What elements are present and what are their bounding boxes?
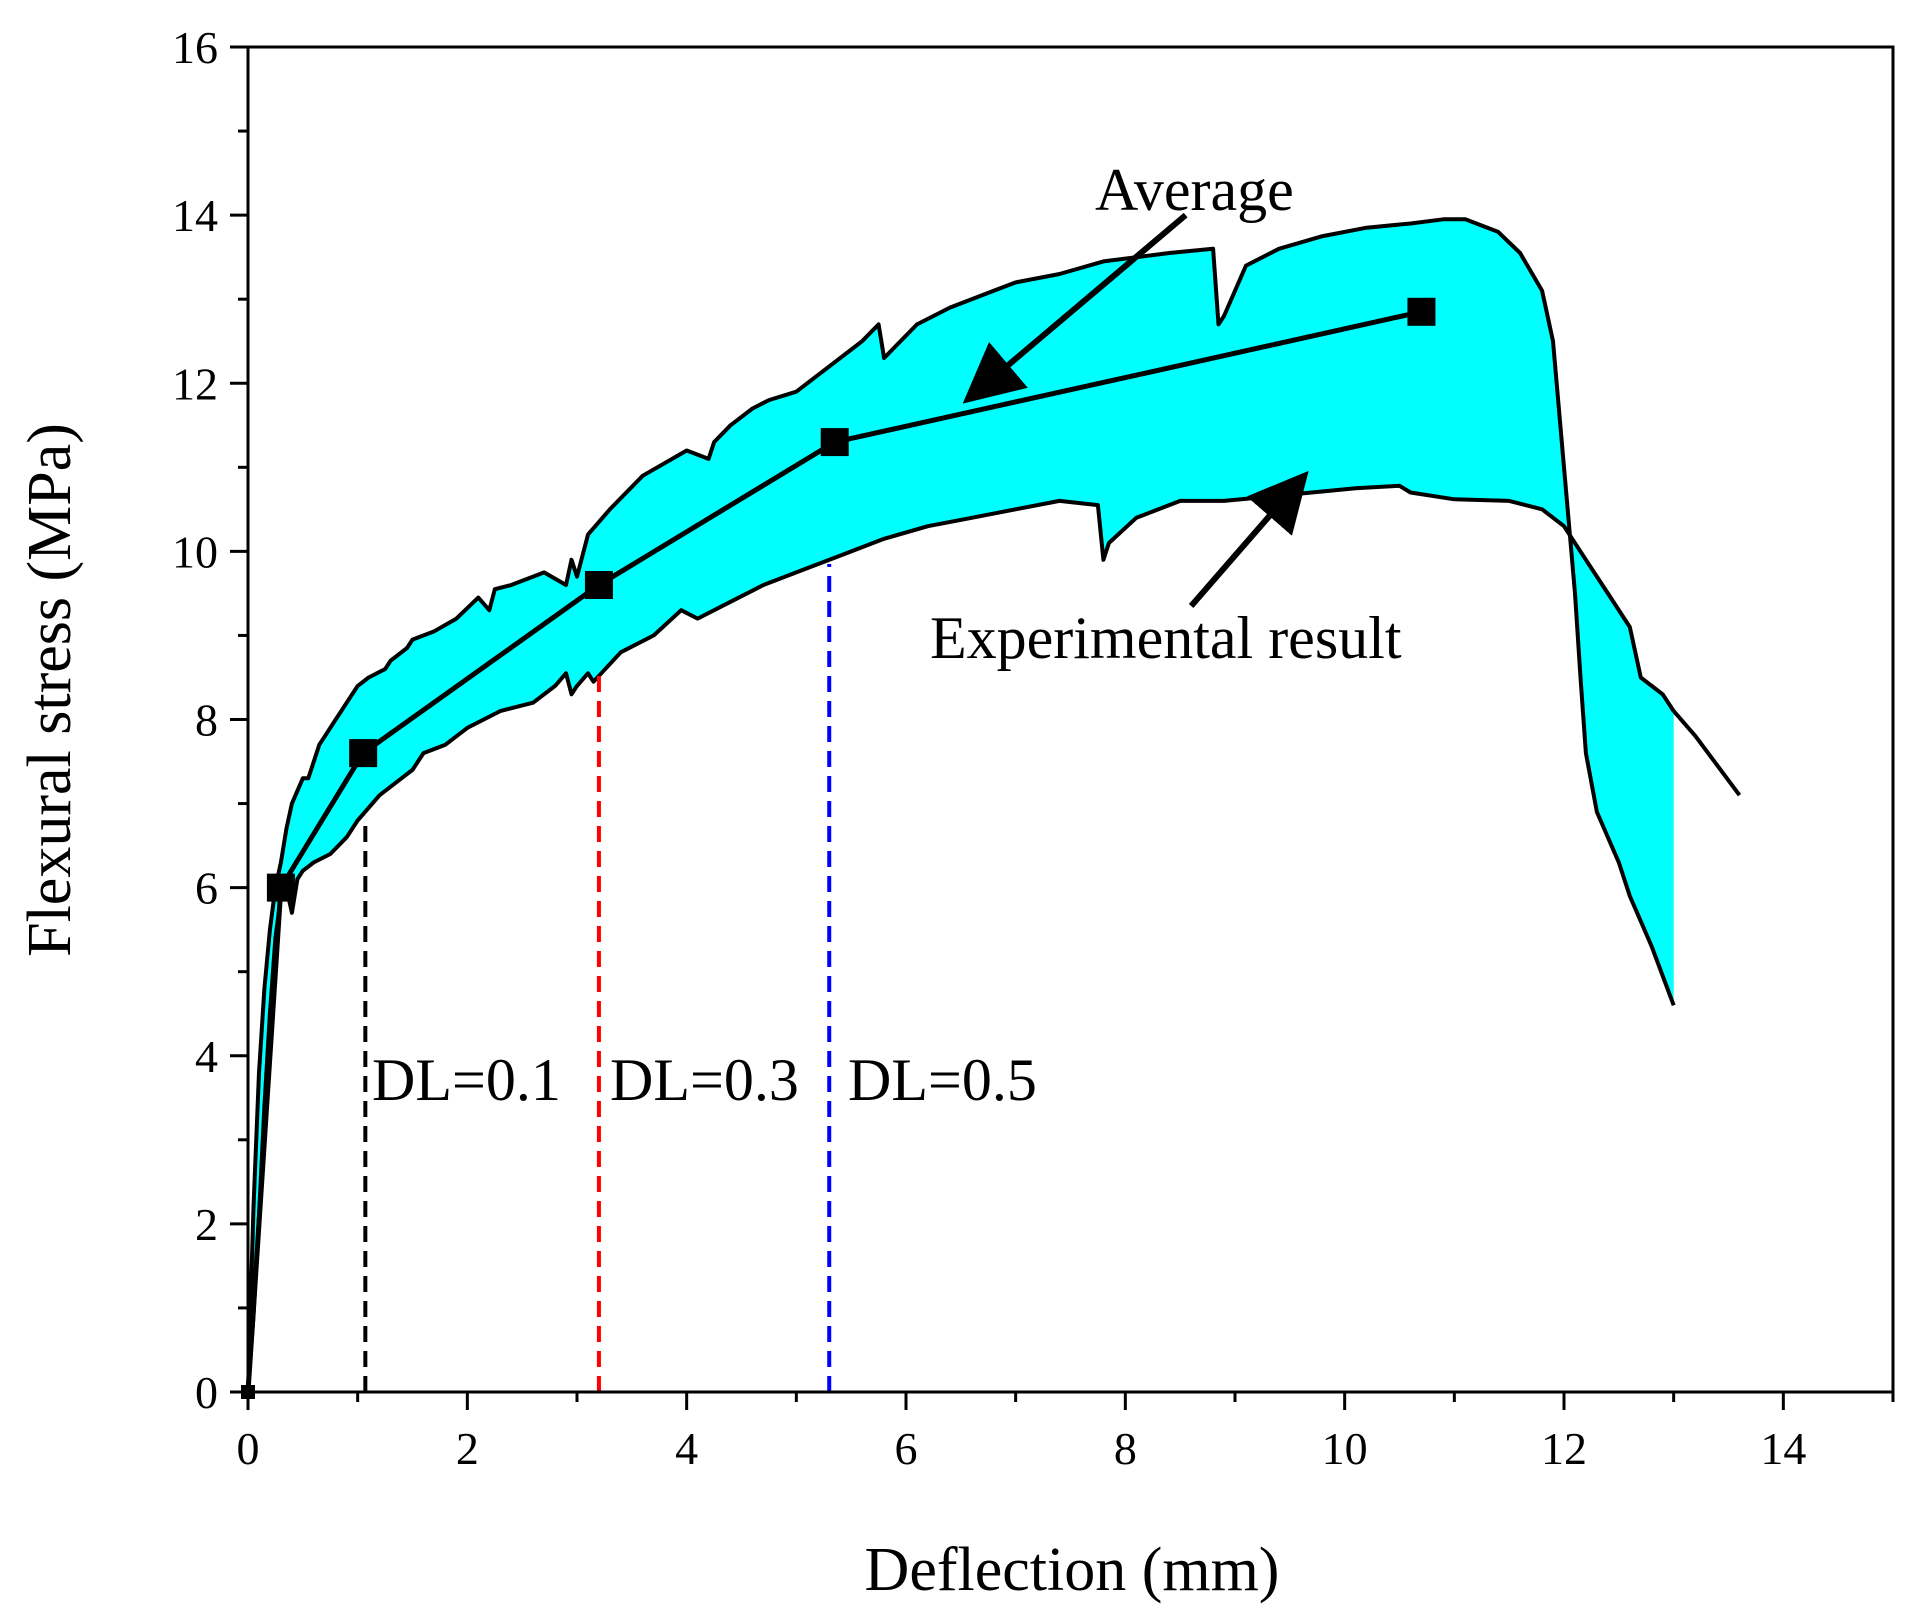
average-marker xyxy=(266,873,295,902)
x-tick-label: 10 xyxy=(1322,1423,1368,1474)
y-tick-label: 4 xyxy=(195,1031,218,1082)
dl-label-0-1: DL=0.1 xyxy=(372,1047,561,1113)
y-tick-label: 8 xyxy=(195,695,218,746)
average-marker xyxy=(349,739,378,768)
x-tick-label: 6 xyxy=(895,1423,918,1474)
y-axis-title: Flexural stress (MPa) xyxy=(16,423,84,957)
x-axis-title: Deflection (mm) xyxy=(865,1536,1280,1604)
average-marker xyxy=(584,571,613,599)
x-tick-label: 14 xyxy=(1760,1423,1806,1474)
average-marker xyxy=(1407,297,1436,326)
lower-envelope-line xyxy=(246,483,1676,1393)
tail-envelope-line xyxy=(1672,709,1742,797)
average-annotation: Average xyxy=(1095,157,1294,223)
experimental-result-arrow xyxy=(1188,470,1309,608)
dl-label-0-3: DL=0.3 xyxy=(610,1047,799,1113)
plot-area xyxy=(241,212,1742,1399)
y-tick-label: 12 xyxy=(172,358,218,409)
x-tick-label: 0 xyxy=(237,1423,260,1474)
axes: 0 2 4 6 8 10 12 14 0 2 4 6 8 10 12 14 16 xyxy=(172,22,1895,1474)
y-tick-label: 2 xyxy=(195,1199,218,1250)
y-tick-label: 10 xyxy=(172,526,218,577)
y-tick-label: 6 xyxy=(195,863,218,914)
average-line xyxy=(245,309,1422,1393)
experimental-result-annotation: Experimental result xyxy=(930,605,1402,671)
upper-envelope-line xyxy=(246,217,1676,1393)
average-arrow xyxy=(962,212,1188,404)
y-tick-label: 14 xyxy=(172,190,218,241)
x-tick-label: 4 xyxy=(675,1423,698,1474)
y-tick-label: 0 xyxy=(195,1367,218,1418)
x-tick-label: 2 xyxy=(456,1423,479,1474)
x-tick-label: 8 xyxy=(1114,1423,1137,1474)
x-tick-label: 12 xyxy=(1541,1423,1587,1474)
average-marker xyxy=(820,428,849,457)
experimental-band-fill xyxy=(248,219,1674,1392)
dl-label-0-5: DL=0.5 xyxy=(848,1047,1037,1113)
y-tick-label: 16 xyxy=(172,22,218,73)
